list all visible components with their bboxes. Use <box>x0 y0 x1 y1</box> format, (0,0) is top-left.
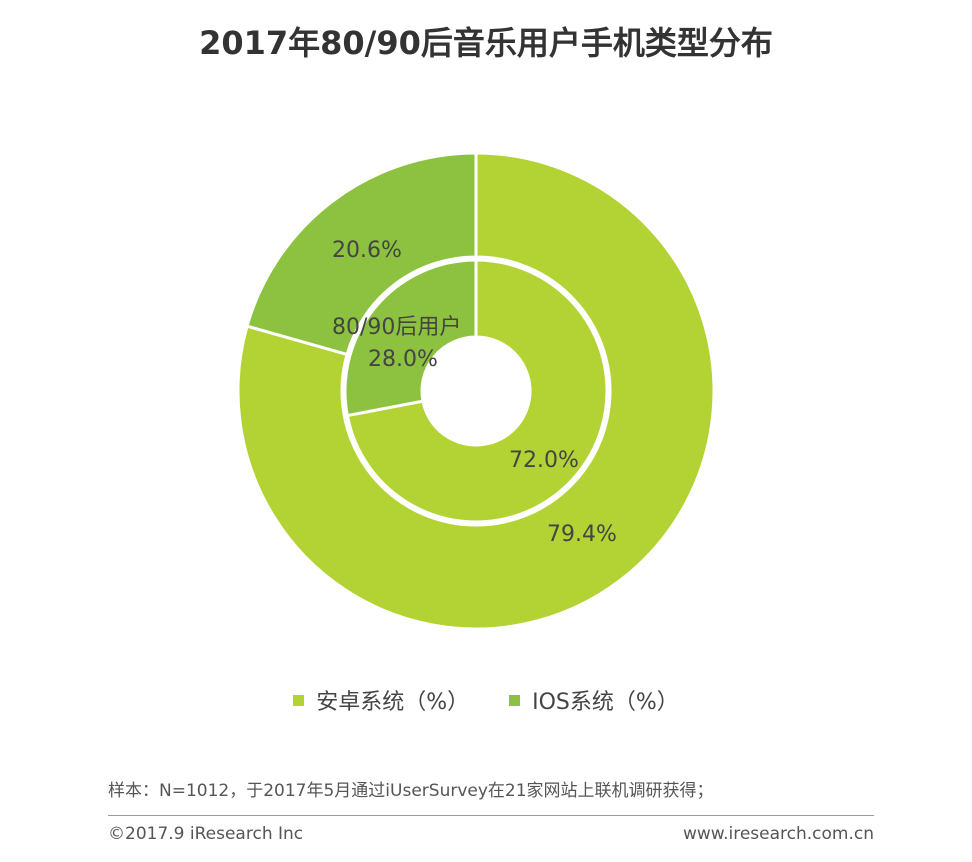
legend-label-ios: IOS系统（%） <box>532 690 679 715</box>
legend-label-android: 安卓系统（%） <box>316 690 470 715</box>
data-labels: 79.4% 20.6% 72.0% 28.0% 80/90后用户 <box>332 238 617 547</box>
outer-label-android: 79.4% <box>547 522 617 547</box>
inner-label-ios: 28.0% <box>368 347 438 372</box>
chart-title: 2017年80/90后音乐用户手机类型分布 <box>199 24 773 62</box>
legend-swatch-ios <box>509 694 521 706</box>
outer-slice-ios <box>245 151 478 357</box>
copyright: ©2017.9 iResearch Inc <box>108 824 304 844</box>
legend: 安卓系统（%） IOS系统（%） <box>0 684 972 716</box>
inner-slice-android <box>345 258 609 524</box>
donut-chart: 79.4% 20.6% 72.0% 28.0% 80/90后用户 <box>236 151 716 631</box>
legend-item-ios: IOS系统（%） <box>509 684 679 716</box>
website-link: www.iresearch.com.cn <box>682 824 874 844</box>
outer-ring <box>236 151 716 631</box>
legend-item-android: 安卓系统（%） <box>293 684 469 716</box>
inner-label-android: 72.0% <box>509 448 579 473</box>
inner-slice-ios <box>343 258 478 418</box>
footer-divider <box>108 815 874 816</box>
outer-slice-android <box>236 151 716 631</box>
sample-note: 样本：N=1012，于2017年5月通过iUserSurvey在21家网站上联机… <box>108 781 714 801</box>
legend-swatch-android <box>293 694 305 706</box>
inner-series-name: 80/90后用户 <box>332 315 461 340</box>
outer-label-ios: 20.6% <box>332 238 402 263</box>
inner-ring <box>343 258 609 524</box>
